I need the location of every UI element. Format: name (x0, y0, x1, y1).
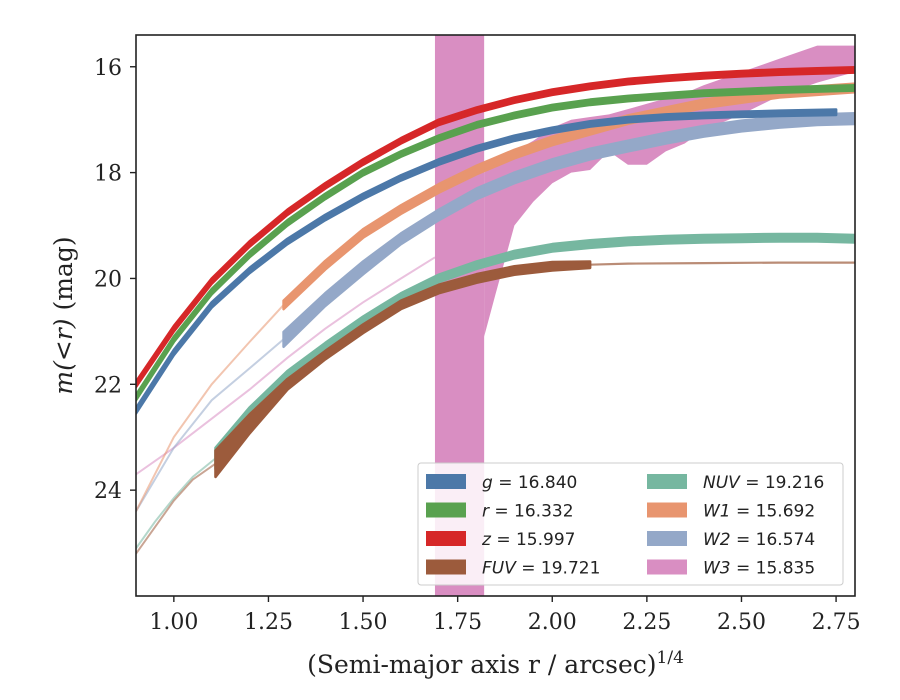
series-fuv (136, 260, 855, 555)
series-fuv-band (214, 260, 592, 479)
legend-item-z: z = 15.997 (426, 530, 575, 550)
legend-item-r: r = 16.332 (426, 502, 574, 522)
legend-swatch (647, 559, 687, 575)
series-r (136, 84, 855, 402)
legend-label: NUV = 19.216 (703, 473, 824, 493)
y-tick-label: 18 (94, 162, 122, 187)
legend-swatch (647, 531, 687, 546)
series-r-band (136, 84, 855, 402)
legend-item-nuv: NUV = 19.216 (647, 473, 824, 493)
series-w1 (136, 82, 855, 512)
x-tick-label: 2.25 (622, 610, 671, 635)
legend-label: W1 = 15.692 (703, 502, 815, 522)
legend-swatch (647, 502, 687, 518)
legend-swatch (426, 474, 466, 489)
series-z (136, 66, 855, 389)
legend-box (417, 462, 844, 586)
legend-label: FUV = 19.721 (482, 559, 600, 579)
y-tick-label: 24 (94, 479, 122, 504)
series-w1-faint-line (136, 304, 285, 512)
legend-swatch (426, 502, 466, 518)
series-w1-band (282, 82, 855, 311)
legend-item-g: g = 16.840 (426, 473, 577, 493)
legend-label: W2 = 16.574 (703, 530, 815, 550)
x-axis-label: (Semi-major axis r / arcsec)1/4 (307, 648, 684, 679)
legend-label: r = 16.332 (482, 502, 574, 522)
x-tick-label: 1.25 (244, 610, 293, 635)
series-w2-band (282, 112, 855, 348)
y-tick-label: 20 (94, 267, 122, 292)
legend-item-fuv: FUV = 19.721 (426, 559, 600, 579)
legend: g = 16.840 r = 16.332 z = 15.997 FUV = 19.7… (417, 462, 844, 586)
x-tick-label: 1.75 (433, 610, 482, 635)
legend-label: W3 = 15.835 (703, 559, 815, 579)
series-nuv-faint-line (136, 457, 217, 549)
legend-label: z = 15.997 (481, 530, 575, 550)
y-tick-label: 22 (94, 373, 122, 398)
series-w3-faint-line (136, 256, 436, 476)
series-z-band (136, 66, 855, 389)
y-axis: 16 18 20 22 24 (94, 56, 136, 504)
y-tick-label: 16 (94, 56, 122, 81)
series-w2-faint-line (136, 338, 285, 512)
series-fuv-faint-line (136, 462, 217, 555)
series-w2 (136, 112, 855, 512)
x-tick-label: 2.75 (812, 610, 861, 635)
x-tick-label: 2.50 (717, 610, 766, 635)
series-g-band (136, 108, 838, 415)
legend-item-w3: W3 = 15.835 (647, 559, 815, 579)
x-axis: 1.00 1.25 1.50 1.75 2.00 2.25 2.50 2.75 (149, 596, 861, 635)
y-axis-label: m(<r) (mag) (49, 236, 78, 394)
x-tick-label: 2.00 (528, 610, 577, 635)
plot-frame (135, 34, 856, 597)
legend-item-w2: W2 = 16.574 (647, 530, 815, 550)
x-tick-label: 1.00 (149, 610, 198, 635)
legend-item-w1: W1 = 15.692 (647, 502, 815, 522)
plot-area (136, 35, 855, 596)
legend-swatch (426, 559, 466, 575)
series-fuv-trailing-line (590, 261, 855, 266)
x-tick-label: 1.50 (339, 610, 388, 635)
legend-swatch (647, 474, 687, 489)
legend-label: g = 16.840 (482, 473, 577, 493)
legend-swatch (426, 531, 466, 546)
series-g (136, 108, 838, 415)
